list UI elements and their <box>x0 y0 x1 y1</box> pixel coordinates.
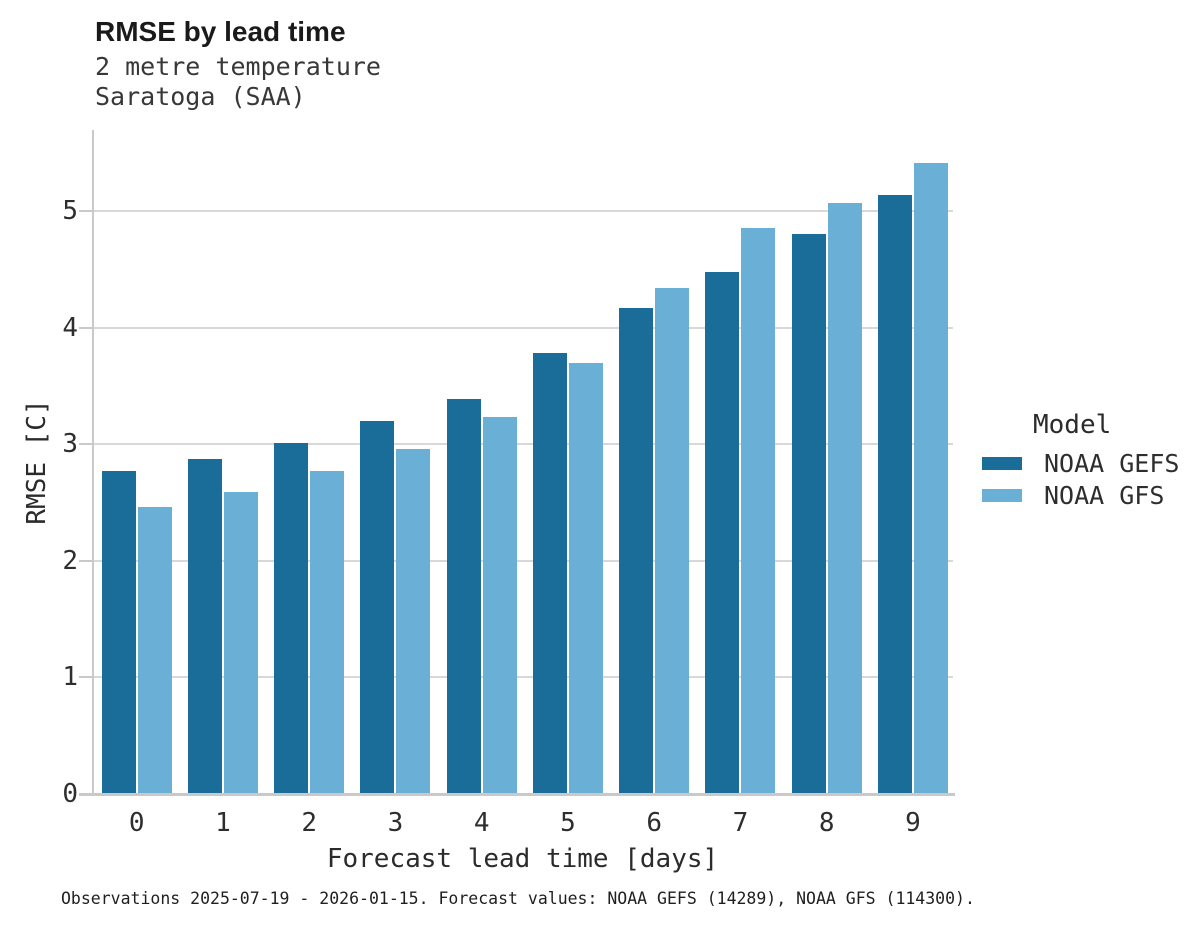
gridline-y-5 <box>92 210 953 212</box>
bar-noaa-gefs-day-7 <box>705 272 740 794</box>
bar-noaa-gfs-day-0 <box>137 507 172 794</box>
legend-swatch-noaa-gfs <box>982 489 1022 502</box>
x-tick-label-4: 4 <box>473 808 490 838</box>
x-axis-spine <box>79 793 955 796</box>
legend-label-noaa-gfs: NOAA GFS <box>1044 481 1165 510</box>
y-axis-label: RMSE [C] <box>22 399 52 525</box>
bar-noaa-gfs-day-9 <box>913 163 948 794</box>
bar-noaa-gefs-day-4 <box>446 399 481 794</box>
bar-noaa-gefs-day-8 <box>791 234 826 794</box>
x-tick-label-9: 9 <box>905 808 921 838</box>
y-tick-mark-3 <box>79 443 92 446</box>
bar-noaa-gfs-day-6 <box>655 288 690 794</box>
bar-noaa-gfs-day-2 <box>310 471 345 794</box>
y-tick-mark-5 <box>79 210 92 212</box>
bar-noaa-gefs-day-6 <box>619 308 654 794</box>
legend-label-noaa-gefs: NOAA GEFS <box>1044 449 1180 478</box>
y-tick-label-1: 1 <box>62 662 78 693</box>
y-tick-label-4: 4 <box>62 312 78 343</box>
x-tick-label-8: 8 <box>818 808 835 838</box>
bar-noaa-gfs-day-7 <box>741 228 776 794</box>
x-tick-label-2: 2 <box>301 808 318 838</box>
legend-title: Model <box>1033 410 1112 440</box>
y-tick-mark-2 <box>79 559 92 562</box>
x-axis-label: Forecast lead time [days] <box>326 844 719 874</box>
gridline-y-3 <box>92 443 953 446</box>
chart-title: RMSE by lead time <box>95 16 346 47</box>
chart-subtitle-variable: 2 metre temperature <box>95 52 381 81</box>
y-tick-label-0: 0 <box>62 779 78 809</box>
bar-noaa-gefs-day-9 <box>877 195 912 794</box>
x-tick-label-7: 7 <box>732 808 749 838</box>
bar-noaa-gefs-day-2 <box>274 443 309 794</box>
y-tick-label-3: 3 <box>62 429 78 460</box>
bar-noaa-gefs-day-5 <box>532 353 567 794</box>
bar-noaa-gfs-day-3 <box>396 449 431 794</box>
x-tick-label-1: 1 <box>215 808 231 838</box>
x-tick-label-6: 6 <box>646 808 663 838</box>
bar-noaa-gefs-day-1 <box>187 459 222 794</box>
y-tick-mark-1 <box>79 676 92 679</box>
bar-noaa-gefs-day-0 <box>101 471 136 794</box>
bar-noaa-gefs-day-3 <box>360 421 395 794</box>
x-tick-label-0: 0 <box>128 808 145 838</box>
x-tick-label-3: 3 <box>387 808 404 838</box>
bar-noaa-gfs-day-8 <box>827 203 862 794</box>
gridline-y-1 <box>92 676 953 679</box>
chart-subtitle-station: Saratoga (SAA) <box>95 82 306 111</box>
gridline-y-2 <box>92 559 953 562</box>
bar-noaa-gfs-day-1 <box>223 492 258 794</box>
y-tick-mark-4 <box>79 326 92 329</box>
legend-swatch-noaa-gefs <box>982 457 1022 470</box>
x-tick-label-5: 5 <box>560 808 576 838</box>
gridline-y-4 <box>92 326 953 329</box>
y-tick-label-2: 2 <box>62 545 78 576</box>
bar-noaa-gfs-day-5 <box>568 363 603 794</box>
figure-caption: Observations 2025-07-19 - 2026-01-15. Fo… <box>61 889 975 908</box>
y-tick-label-5: 5 <box>62 196 78 226</box>
y-axis-spine <box>92 130 94 796</box>
bar-noaa-gfs-day-4 <box>482 417 517 794</box>
